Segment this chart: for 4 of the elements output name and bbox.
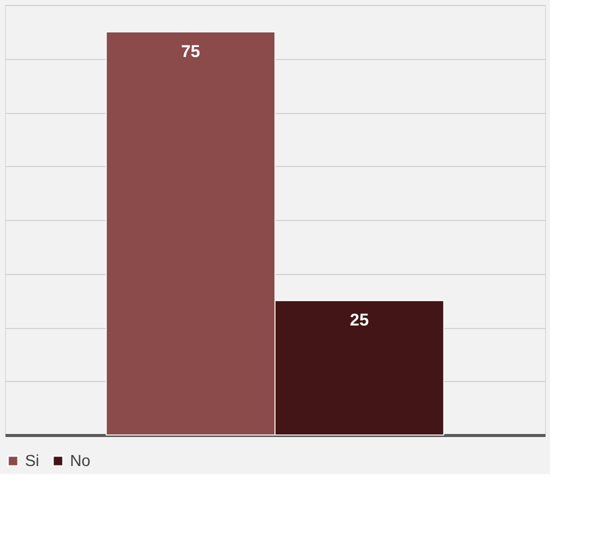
data-label: 75	[181, 42, 200, 61]
data-label: 25	[350, 310, 369, 330]
legend-label: No	[70, 453, 91, 470]
legend-label: Si	[25, 453, 40, 470]
